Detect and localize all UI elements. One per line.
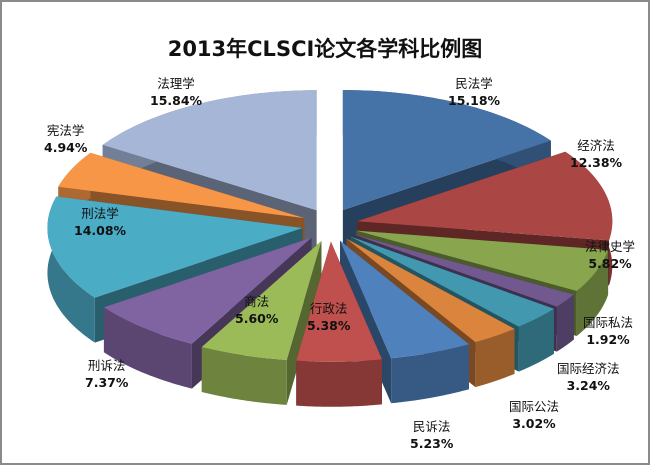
data-label-minsufa: 民诉法 5.23% <box>410 419 454 451</box>
data-label-minfa: 民法学 15.18% <box>448 76 501 108</box>
chart-title: 2013年CLSCI论文各学科比例图 <box>167 37 483 61</box>
data-label-xingfaxue: 刑法学 14.08% <box>74 206 127 238</box>
data-label-guojisifa: 国际私法 1.92% <box>583 315 634 347</box>
data-label-guojijingjifa: 国际经济法 3.24% <box>557 361 620 393</box>
data-label-xingzhengfa: 行政法 5.38% <box>307 301 351 333</box>
data-label-shangfa: 商法 5.60% <box>235 294 279 326</box>
data-label-guojigongfa: 国际公法 3.02% <box>509 399 560 431</box>
pie-slice <box>296 241 382 407</box>
data-label-xianfaxue: 宪法学 4.94% <box>44 123 88 155</box>
data-label-falixue: 法理学 15.84% <box>150 76 203 108</box>
data-label-jingjifa: 经济法 12.38% <box>570 138 623 170</box>
pie-slice <box>201 240 322 405</box>
data-label-xingsufa: 刑诉法 7.37% <box>85 358 129 390</box>
data-label-falvshixue: 法律史学 5.82% <box>585 239 636 271</box>
